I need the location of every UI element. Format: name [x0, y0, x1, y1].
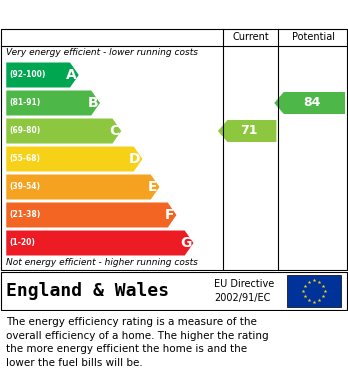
Text: (39-54): (39-54)	[9, 183, 40, 192]
Polygon shape	[6, 147, 142, 172]
Text: Very energy efficient - lower running costs: Very energy efficient - lower running co…	[6, 48, 198, 57]
Polygon shape	[6, 174, 159, 199]
Text: A: A	[66, 68, 77, 82]
Text: Not energy efficient - higher running costs: Not energy efficient - higher running co…	[6, 258, 198, 267]
Text: England & Wales: England & Wales	[6, 282, 169, 300]
Text: (69-80): (69-80)	[9, 127, 40, 136]
Text: The energy efficiency rating is a measure of the
overall efficiency of a home. T: The energy efficiency rating is a measur…	[6, 317, 269, 368]
Text: (1-20): (1-20)	[9, 239, 35, 248]
Polygon shape	[6, 203, 176, 228]
Text: G: G	[180, 236, 191, 250]
Text: Potential: Potential	[292, 32, 335, 42]
Polygon shape	[6, 90, 100, 115]
Text: C: C	[109, 124, 119, 138]
Text: (21-38): (21-38)	[9, 210, 40, 219]
Text: Current: Current	[232, 32, 269, 42]
Text: E: E	[148, 180, 158, 194]
Text: (92-100): (92-100)	[9, 70, 46, 79]
Bar	[287, 275, 341, 307]
Text: D: D	[129, 152, 141, 166]
Text: 2002/91/EC: 2002/91/EC	[214, 293, 270, 303]
Text: B: B	[87, 96, 98, 110]
Text: (55-68): (55-68)	[9, 154, 40, 163]
Polygon shape	[218, 120, 276, 142]
Text: EU Directive: EU Directive	[214, 279, 274, 289]
Text: Energy Efficiency Rating: Energy Efficiency Rating	[8, 7, 218, 22]
Text: F: F	[165, 208, 174, 222]
Polygon shape	[274, 92, 345, 114]
Polygon shape	[6, 231, 193, 255]
Text: 84: 84	[303, 97, 320, 109]
Polygon shape	[6, 63, 79, 88]
Text: (81-91): (81-91)	[9, 99, 40, 108]
Polygon shape	[6, 118, 121, 143]
Text: 71: 71	[240, 124, 258, 138]
